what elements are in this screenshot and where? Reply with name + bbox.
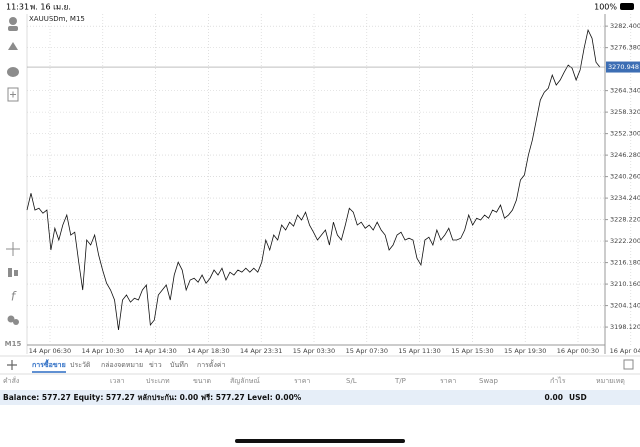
x-tick-label: 14 Apr 18:30 xyxy=(187,347,229,355)
grid: 3282.400 3276.380 3264.340 3258.320 3252.300… xyxy=(27,14,640,355)
column-header[interactable]: ประเภท xyxy=(146,377,170,385)
layout-button[interactable] xyxy=(623,359,634,370)
tab[interactable]: การตั้งค่า xyxy=(197,358,226,369)
plot: 3270.948 xyxy=(26,28,640,331)
y-tick-label: 3252.300 xyxy=(610,130,640,138)
chat-icon[interactable] xyxy=(7,67,19,77)
column-header[interactable]: คำสั่ง xyxy=(3,376,19,385)
y-tick-label: 3222.200 xyxy=(610,237,640,245)
y-tick-label: 3258.320 xyxy=(610,108,640,116)
crosshair-icon[interactable] xyxy=(6,242,20,256)
y-tick-label: 3210.160 xyxy=(610,280,640,288)
y-tick-label: 3234.240 xyxy=(610,194,640,202)
x-tick-label: 15 Apr 03:30 xyxy=(293,347,335,355)
y-tick-label: 3264.340 xyxy=(610,87,640,95)
battery-icon xyxy=(620,3,634,10)
x-tick-label: 15 Apr 11:30 xyxy=(398,347,440,355)
x-tick-label: 14 Apr 10:30 xyxy=(82,347,124,355)
column-header[interactable]: S/L xyxy=(346,377,357,385)
balance-row xyxy=(0,390,640,405)
balance-currency: USD xyxy=(569,393,587,402)
new-order-plus xyxy=(10,91,16,98)
x-tick-label: 15 Apr 07:30 xyxy=(346,347,388,355)
tab[interactable]: ข่าว xyxy=(149,361,162,369)
column-header[interactable]: เวลา xyxy=(110,377,125,385)
y-tick-label: 3276.380 xyxy=(610,44,640,52)
column-header[interactable]: Swap xyxy=(479,377,498,385)
x-tick-label: 14 Apr 06:30 xyxy=(29,347,71,355)
objects-icon[interactable] xyxy=(7,315,15,323)
y-tick-label: 3282.400 xyxy=(610,22,640,30)
column-header[interactable]: ราคา xyxy=(294,377,310,385)
tab[interactable]: การซื้อขาย xyxy=(32,358,66,369)
x-tick-label: 14 Apr 23:31 xyxy=(240,347,282,355)
status-date: พ. 16 เม.ย. xyxy=(30,3,71,12)
column-header[interactable]: T/P xyxy=(394,377,406,385)
y-tick-label: 3204.140 xyxy=(610,302,640,310)
price-line xyxy=(26,28,601,331)
column-header[interactable]: ขนาด xyxy=(193,377,211,385)
tab[interactable]: บันทึก xyxy=(170,360,188,369)
tabs: การซื้อขาย ประวัติ กล่องจดหมาย ข่าว บันทึก กา… xyxy=(32,358,226,373)
candles-icon[interactable] xyxy=(8,268,12,277)
y-tick-label: 3246.280 xyxy=(610,151,640,159)
indicators-icon[interactable]: f xyxy=(11,290,17,304)
column-header[interactable]: หมายเหตุ xyxy=(596,377,625,385)
timeframe-button[interactable]: M15 xyxy=(5,340,22,348)
columns: คำสั่ง เวลา ประเภท ขนาด สัญลักษณ์ ราคา S/L T/P ร… xyxy=(3,376,625,385)
x-tick-label: 16 Apr 04:30 xyxy=(610,347,640,355)
objects-icon-2 xyxy=(13,319,19,325)
column-header[interactable]: ราคา xyxy=(440,377,456,385)
tab[interactable]: ประวัติ xyxy=(70,361,91,369)
y-tick-label: 3240.260 xyxy=(610,173,640,181)
y-tick-label: 3216.180 xyxy=(610,259,640,267)
x-tick-label: 16 Apr 00:30 xyxy=(557,347,599,355)
balance-profit: 0.00 xyxy=(544,393,563,402)
balance-summary: Balance: 577.27 Equity: 577.27 หลักประกั… xyxy=(3,393,302,402)
y-tick-label: 3198.120 xyxy=(610,323,640,331)
current-price-label: 3270.948 xyxy=(608,63,639,71)
y-tick-label: 3228.220 xyxy=(610,216,640,224)
add-button[interactable] xyxy=(7,360,17,370)
candles-icon-2 xyxy=(14,270,18,276)
status-time: 11:31 xyxy=(6,3,29,12)
column-header[interactable]: กำไร xyxy=(550,376,566,385)
status-battery: 100% xyxy=(594,3,617,12)
x-tick-label: 14 Apr 14:30 xyxy=(134,347,176,355)
x-tick-label: 15 Apr 19:30 xyxy=(504,347,546,355)
home-indicator xyxy=(235,439,405,443)
new-order-icon[interactable] xyxy=(7,87,19,102)
tab[interactable]: กล่องจดหมาย xyxy=(101,361,143,369)
trade-icon[interactable] xyxy=(8,42,18,50)
current-price-box xyxy=(606,61,640,73)
account-icon[interactable] xyxy=(9,17,17,25)
x-tick-label: 15 Apr 15:30 xyxy=(451,347,493,355)
chart-title: XAUUSDm, M15 xyxy=(29,15,85,23)
column-header[interactable]: สัญลักษณ์ xyxy=(230,377,260,385)
account-icon-body xyxy=(8,26,18,31)
